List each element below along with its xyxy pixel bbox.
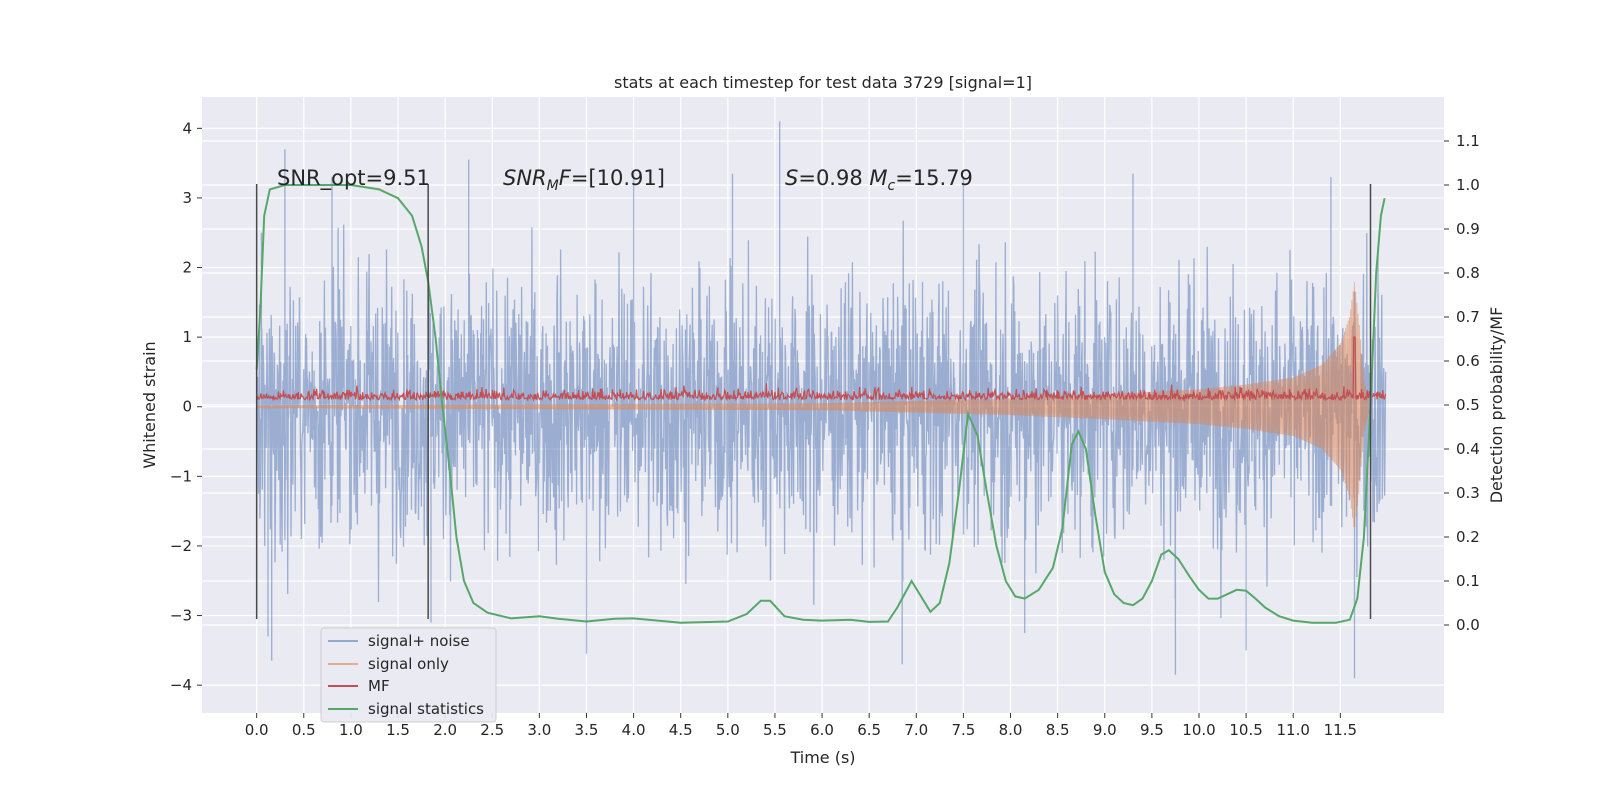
x-axis-label: Time (s) <box>789 748 855 767</box>
x-tick-label: 6.5 <box>857 721 881 739</box>
legend-label-signal-noise: signal+ noise <box>368 632 470 650</box>
legend-label-mf: MF <box>368 677 390 695</box>
annotation-s-mc: S=0.98 Mc=15.79 <box>785 166 973 194</box>
x-tick-label: 11.0 <box>1277 721 1310 739</box>
left-y-axis-ticks: −4 −3 −2 −1 0 1 2 3 4 <box>170 119 202 694</box>
x-tick-label: 4.5 <box>669 721 693 739</box>
x-axis-ticks: 0.0 0.5 1.0 1.5 2.0 2.5 3.0 3.5 4.0 4.5 5.0 5.5 6.0 6… <box>245 713 1357 739</box>
series-mf <box>256 336 1387 402</box>
x-tick-label: 9.5 <box>1140 721 1164 739</box>
series-signal-statistics <box>255 184 1386 624</box>
series-layer <box>255 121 1387 679</box>
x-tick-label: 9.0 <box>1093 721 1117 739</box>
right-y-axis-label: Detection probability/MF <box>1487 307 1506 504</box>
legend: signal+ noise signal only MF signal stat… <box>320 627 497 723</box>
x-tick-label: 1.0 <box>339 721 363 739</box>
x-tick-label: 0.5 <box>292 721 316 739</box>
x-tick-label: 6.0 <box>810 721 834 739</box>
legend-label-signal-only: signal only <box>368 655 449 673</box>
x-tick-label: 3.5 <box>575 721 599 739</box>
left-y-axis-label: Whitened strain <box>140 341 159 468</box>
x-tick-label: 2.0 <box>433 721 457 739</box>
right-y-tick-label: 1.1 <box>1456 132 1480 150</box>
right-y-tick-label: 0.5 <box>1456 396 1480 414</box>
right-y-tick-label: 0.4 <box>1456 440 1480 458</box>
x-tick-label: 0.0 <box>245 721 269 739</box>
x-tick-label: 10.5 <box>1229 721 1262 739</box>
left-y-tick-label: −4 <box>170 676 192 694</box>
right-y-tick-label: 0.3 <box>1456 484 1480 502</box>
marker-lines <box>255 184 1372 620</box>
right-y-tick-label: 0.2 <box>1456 528 1480 546</box>
legend-label-signal-statistics: signal statistics <box>368 700 484 718</box>
x-tick-label: 5.5 <box>763 721 787 739</box>
right-y-tick-label: 0.0 <box>1456 616 1480 634</box>
annotation-snr-opt: SNR_opt=9.51 <box>277 166 430 191</box>
x-tick-label: 7.5 <box>951 721 975 739</box>
left-y-tick-label: 1 <box>182 328 192 346</box>
right-y-tick-label: 0.9 <box>1456 220 1480 238</box>
x-tick-label: 2.5 <box>480 721 504 739</box>
annotations: SNR_opt=9.51 SNRMF=[10.91] S=0.98 Mc=15.… <box>277 166 973 194</box>
right-y-axis-ticks: 0.0 0.1 0.2 0.3 0.4 0.5 0.6 0.7 0.8 0.9 1.0 1.1 <box>1444 132 1480 634</box>
left-y-tick-label: −1 <box>170 467 192 485</box>
left-y-tick-label: −3 <box>170 607 192 625</box>
x-tick-label: 4.0 <box>622 721 646 739</box>
left-y-tick-label: −2 <box>170 537 192 555</box>
left-y-tick-label: 4 <box>182 119 192 137</box>
right-y-tick-label: 0.6 <box>1456 352 1480 370</box>
x-tick-label: 7.0 <box>904 721 928 739</box>
x-tick-label: 8.5 <box>1046 721 1070 739</box>
x-tick-label: 1.5 <box>386 721 410 739</box>
right-y-tick-label: 0.1 <box>1456 572 1480 590</box>
x-tick-label: 5.0 <box>716 721 740 739</box>
x-tick-label: 11.5 <box>1324 721 1357 739</box>
x-tick-label: 8.0 <box>999 721 1023 739</box>
chart-title: stats at each timestep for test data 372… <box>614 73 1032 92</box>
right-y-tick-label: 0.8 <box>1456 264 1480 282</box>
left-y-tick-label: 3 <box>182 189 192 207</box>
right-y-tick-label: 0.7 <box>1456 308 1480 326</box>
legend-box <box>320 627 497 723</box>
x-tick-label: 3.0 <box>527 721 551 739</box>
left-y-tick-label: 2 <box>182 259 192 277</box>
x-tick-label: 10.0 <box>1182 721 1215 739</box>
annotation-snr-mf: SNRMF=[10.91] <box>503 166 665 194</box>
left-y-tick-label: 0 <box>182 398 192 416</box>
right-y-tick-label: 1.0 <box>1456 176 1480 194</box>
